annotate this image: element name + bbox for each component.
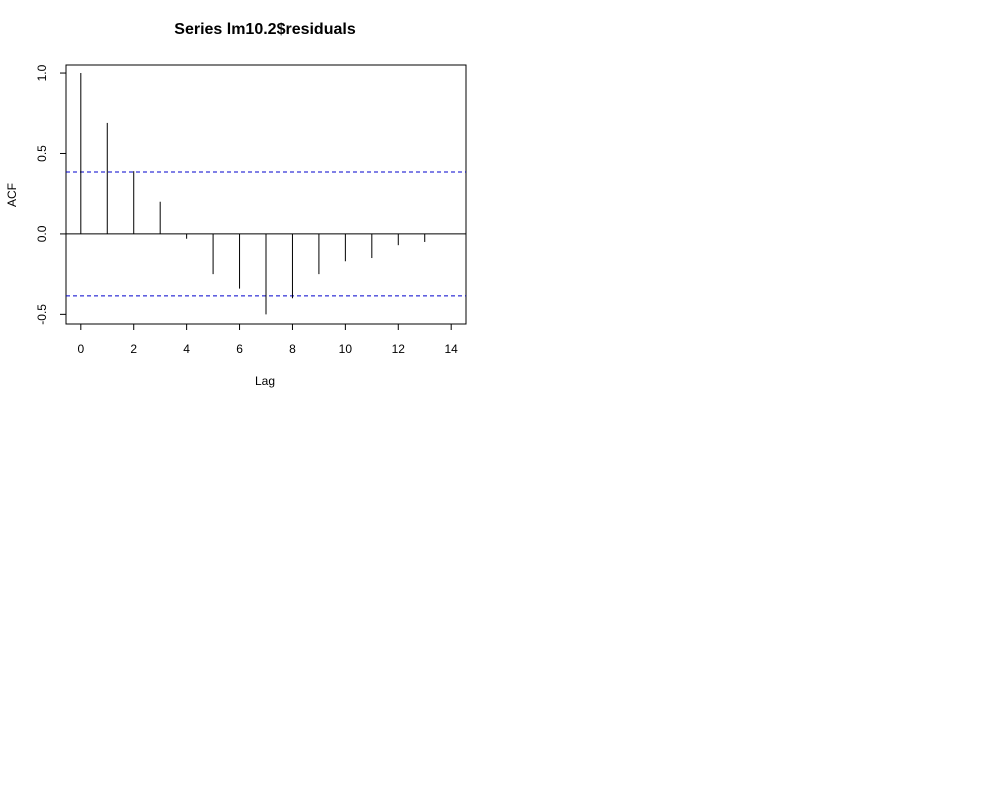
y-tick-label: 1.0 bbox=[35, 64, 49, 81]
x-tick-label: 14 bbox=[445, 342, 459, 356]
y-tick-label: -0.5 bbox=[35, 304, 49, 325]
x-tick-label: 8 bbox=[289, 342, 296, 356]
chart-title: Series lm10.2$residuals bbox=[174, 21, 356, 38]
x-tick-label: 2 bbox=[130, 342, 137, 356]
x-tick-label: 0 bbox=[77, 342, 84, 356]
y-tick-label: 0.5 bbox=[35, 145, 49, 162]
acf-marks bbox=[66, 73, 466, 315]
y-tick-label: 0.0 bbox=[35, 225, 49, 242]
x-tick-label: 10 bbox=[339, 342, 353, 356]
acf-chart: Series lm10.2$residuals Lag ACF 0 2 4 6 8 10 1… bbox=[5, 21, 467, 388]
x-axis-label: Lag bbox=[255, 374, 275, 388]
x-axis: 0 2 4 6 8 10 12 14 bbox=[77, 323, 459, 356]
x-tick-label: 6 bbox=[236, 342, 243, 356]
y-axis-label: ACF bbox=[5, 183, 19, 207]
x-tick-label: 12 bbox=[392, 342, 406, 356]
y-axis: -0.5 0.0 0.5 1.0 bbox=[35, 64, 67, 325]
x-tick-label: 4 bbox=[183, 342, 190, 356]
